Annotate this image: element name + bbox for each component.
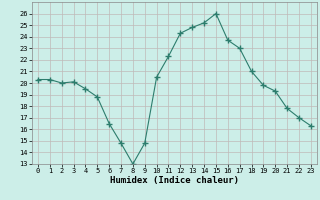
X-axis label: Humidex (Indice chaleur): Humidex (Indice chaleur) xyxy=(110,176,239,185)
